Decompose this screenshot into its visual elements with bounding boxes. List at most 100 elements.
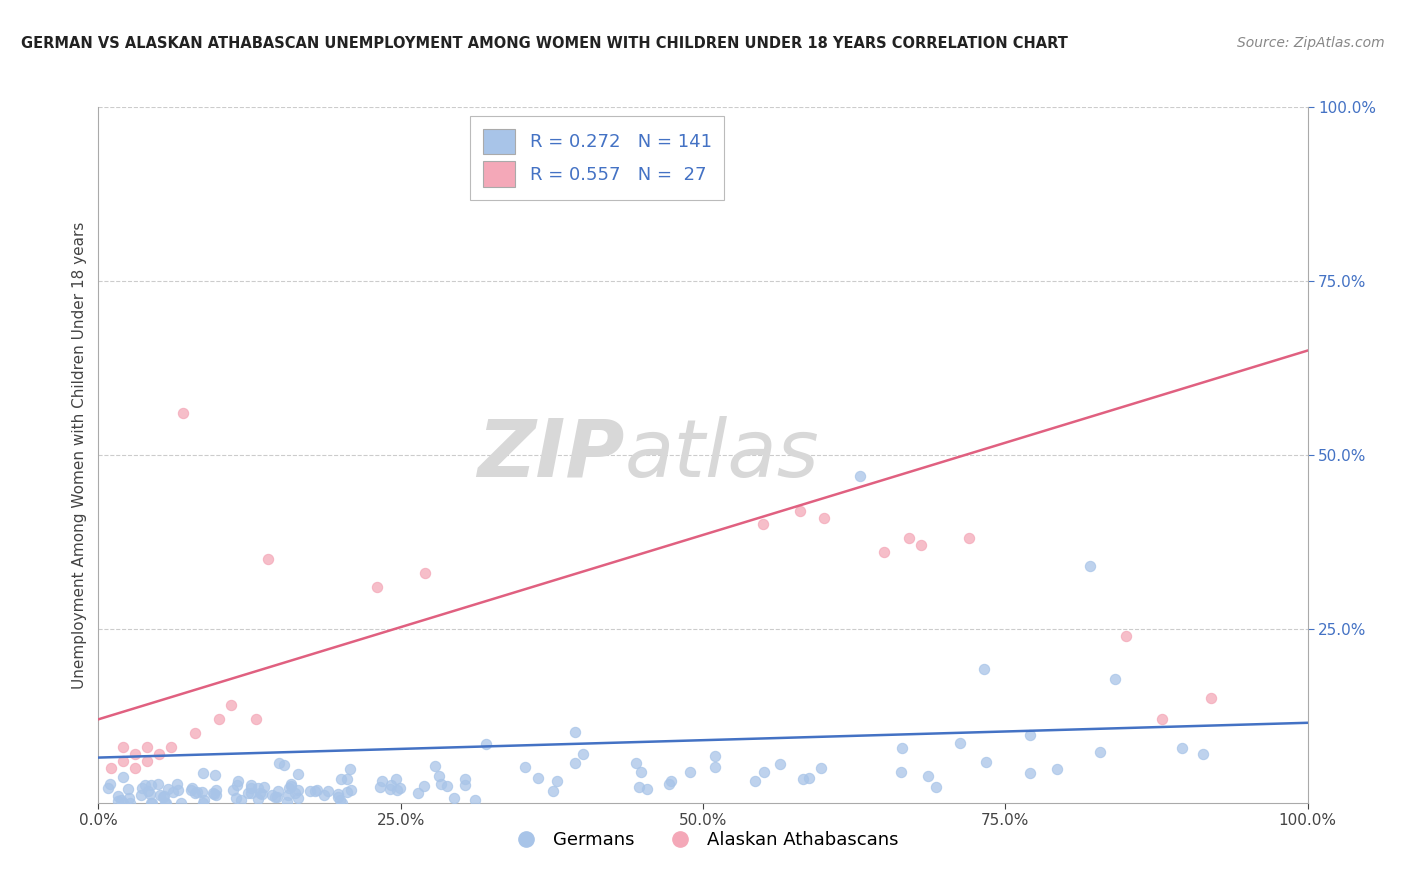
Point [897,532,920,546]
Point [305,783,328,797]
Point [408,786,430,800]
Point [925,780,948,794]
Point [149,788,172,802]
Point [546,774,568,789]
Point [1152,712,1174,726]
Point [124,761,146,775]
Point [304,783,326,797]
Point [204,768,226,782]
Point [1171,741,1194,756]
Text: ZIP: ZIP [477,416,624,494]
Point [276,795,298,809]
Point [240,786,263,800]
Point [246,781,269,796]
Point [658,777,681,791]
Point [135,740,157,755]
Point [370,774,392,789]
Point [474,738,496,752]
Point [280,777,302,791]
Point [239,778,262,792]
Point [464,792,486,806]
Point [436,779,458,793]
Point [260,789,283,803]
Point [204,782,226,797]
Point [160,740,183,755]
Point [191,766,214,780]
Point [280,780,302,794]
Point [329,793,352,807]
Point [564,725,586,739]
Point [267,756,290,770]
Point [330,796,353,810]
Point [202,787,225,801]
Point [571,747,593,762]
Point [336,784,359,798]
Point [312,788,335,802]
Point [278,780,301,795]
Point [1199,691,1222,706]
Point [221,782,243,797]
Text: GERMAN VS ALASKAN ATHABASCAN UNEMPLOYMENT AMONG WOMEN WITH CHILDREN UNDER 18 YEA: GERMAN VS ALASKAN ATHABASCAN UNEMPLOYMEN… [21,36,1069,51]
Point [890,741,912,756]
Text: Source: ZipAtlas.com: Source: ZipAtlas.com [1237,36,1385,50]
Point [810,761,832,775]
Point [287,766,309,780]
Point [221,698,243,713]
Point [454,778,477,792]
Point [284,786,307,800]
Point [316,784,339,798]
Point [141,796,163,810]
Point [156,782,179,797]
Point [155,796,177,810]
Point [139,778,162,792]
Point [204,788,226,802]
Point [152,789,174,804]
Point [110,793,132,807]
Point [298,784,321,798]
Point [413,780,436,794]
Point [184,786,207,800]
Point [1090,745,1112,759]
Point [249,786,271,800]
Point [131,780,153,795]
Point [679,765,702,780]
Point [129,788,152,802]
Point [910,538,932,552]
Y-axis label: Unemployment Among Women with Children Under 18 years: Unemployment Among Women with Children U… [72,221,87,689]
Point [873,545,896,559]
Point [256,552,278,566]
Point [366,580,388,594]
Point [339,762,361,776]
Point [166,777,188,791]
Point [630,765,652,780]
Point [336,772,359,786]
Point [245,712,267,726]
Point [153,796,176,810]
Point [813,510,835,524]
Point [413,566,436,581]
Text: atlas: atlas [624,416,820,494]
Point [124,747,146,761]
Point [264,790,287,805]
Point [627,780,650,795]
Point [250,788,273,802]
Point [890,765,912,780]
Point [201,786,224,800]
Point [326,787,349,801]
Point [330,772,353,786]
Point [849,468,872,483]
Point [193,793,215,807]
Point [636,781,658,796]
Point [231,792,253,806]
Point [111,754,134,768]
Point [273,758,295,772]
Point [752,517,775,532]
Point [917,769,939,783]
Point [134,778,156,792]
Point [111,740,134,755]
Point [527,771,550,785]
Legend: Germans, Alaskan Athabascans: Germans, Alaskan Athabascans [501,824,905,856]
Point [443,791,465,805]
Point [152,789,174,804]
Point [380,778,402,792]
